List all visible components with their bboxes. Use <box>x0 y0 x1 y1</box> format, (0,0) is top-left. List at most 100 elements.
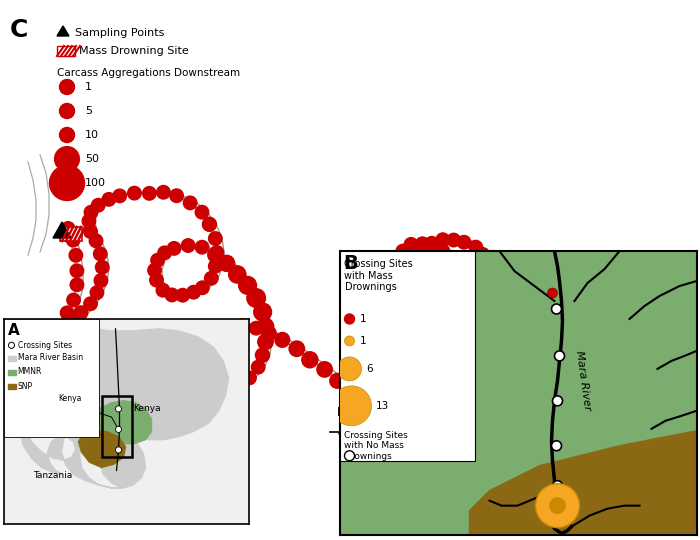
Text: 50: 50 <box>85 154 99 164</box>
Polygon shape <box>57 26 69 36</box>
Circle shape <box>210 246 224 259</box>
Circle shape <box>417 249 431 263</box>
Circle shape <box>462 295 477 310</box>
Circle shape <box>62 222 75 235</box>
Circle shape <box>463 275 477 289</box>
Circle shape <box>437 247 450 260</box>
Circle shape <box>550 498 566 514</box>
Circle shape <box>187 286 200 299</box>
Text: 100: 100 <box>85 178 106 188</box>
Circle shape <box>344 385 358 399</box>
Circle shape <box>456 320 475 338</box>
Circle shape <box>427 316 441 330</box>
Circle shape <box>211 323 225 336</box>
Circle shape <box>66 233 80 247</box>
Circle shape <box>251 360 265 374</box>
Text: Sampling Points: Sampling Points <box>75 28 164 38</box>
Bar <box>8 384 15 389</box>
Circle shape <box>84 206 98 219</box>
Circle shape <box>344 451 354 461</box>
Circle shape <box>229 266 246 283</box>
Circle shape <box>94 247 107 261</box>
Circle shape <box>148 264 161 277</box>
Circle shape <box>243 371 256 384</box>
Circle shape <box>84 225 97 238</box>
Circle shape <box>102 193 116 206</box>
Bar <box>102 395 132 457</box>
Text: 1: 1 <box>360 314 366 324</box>
Circle shape <box>447 294 461 307</box>
Circle shape <box>464 285 479 300</box>
Circle shape <box>447 312 461 326</box>
Circle shape <box>191 348 204 362</box>
Circle shape <box>317 362 332 377</box>
Circle shape <box>157 186 170 199</box>
Circle shape <box>337 357 361 381</box>
Circle shape <box>156 284 169 297</box>
Circle shape <box>468 315 484 331</box>
Circle shape <box>436 244 449 258</box>
Circle shape <box>209 260 222 273</box>
Circle shape <box>165 288 178 302</box>
Circle shape <box>427 239 440 252</box>
Circle shape <box>447 279 461 292</box>
Text: Mara River Basin: Mara River Basin <box>18 353 83 362</box>
Polygon shape <box>53 222 71 238</box>
Circle shape <box>289 341 304 356</box>
Circle shape <box>413 243 427 256</box>
Circle shape <box>552 304 561 314</box>
Circle shape <box>554 351 564 361</box>
Circle shape <box>60 127 74 143</box>
Circle shape <box>55 147 79 171</box>
Circle shape <box>50 165 85 200</box>
Circle shape <box>195 205 209 219</box>
Circle shape <box>183 196 197 210</box>
Circle shape <box>552 481 563 491</box>
Circle shape <box>202 217 216 231</box>
Circle shape <box>405 238 418 251</box>
Circle shape <box>387 276 400 290</box>
Circle shape <box>158 246 172 260</box>
Circle shape <box>150 273 163 287</box>
Text: A: A <box>8 323 20 338</box>
Circle shape <box>552 441 561 451</box>
Circle shape <box>69 248 83 262</box>
Text: C: C <box>10 18 29 42</box>
Circle shape <box>454 304 470 319</box>
Text: 0: 0 <box>362 473 368 482</box>
Circle shape <box>116 447 122 453</box>
Text: 5: 5 <box>85 106 92 116</box>
Circle shape <box>223 320 237 334</box>
Text: 10: 10 <box>85 130 99 140</box>
Circle shape <box>176 288 190 302</box>
Text: Kilometers: Kilometers <box>510 473 559 482</box>
Text: 0.5: 0.5 <box>498 473 512 482</box>
Circle shape <box>70 278 84 292</box>
Circle shape <box>253 303 272 321</box>
Circle shape <box>235 319 249 332</box>
Text: 1: 1 <box>360 336 366 346</box>
Circle shape <box>66 310 80 324</box>
Circle shape <box>405 307 422 323</box>
Circle shape <box>208 247 223 262</box>
Circle shape <box>486 269 499 282</box>
Circle shape <box>247 289 265 307</box>
Polygon shape <box>470 431 696 535</box>
Circle shape <box>70 264 83 278</box>
Circle shape <box>416 237 429 251</box>
Circle shape <box>447 233 461 247</box>
Polygon shape <box>663 482 681 498</box>
Circle shape <box>199 329 213 342</box>
Circle shape <box>332 386 372 426</box>
Text: Mass Drowning Site: Mass Drowning Site <box>79 46 189 56</box>
Circle shape <box>447 265 460 278</box>
Circle shape <box>476 308 491 323</box>
Circle shape <box>204 272 218 285</box>
Circle shape <box>60 306 74 320</box>
Circle shape <box>400 266 414 280</box>
Circle shape <box>455 255 468 269</box>
Circle shape <box>195 281 209 294</box>
Circle shape <box>395 298 409 312</box>
Circle shape <box>239 276 256 294</box>
Circle shape <box>92 199 105 212</box>
